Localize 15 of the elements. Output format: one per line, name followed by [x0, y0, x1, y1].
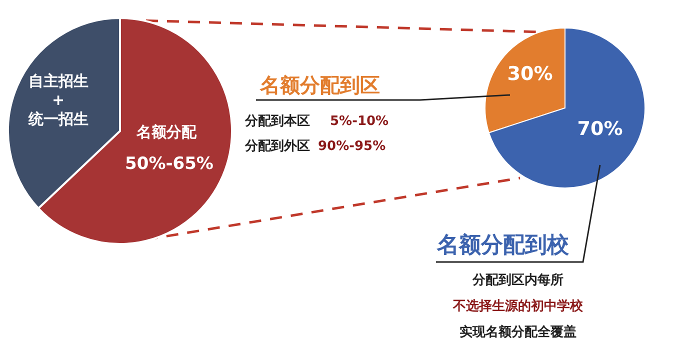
slice-label: 名额分配 — [135, 123, 198, 142]
text: 分配到外区 — [244, 139, 310, 154]
slice-label: 名额分配到区 — [259, 73, 380, 97]
slice-label: 自主招生+统一招生 — [27, 72, 88, 128]
text: 50%-65% — [125, 154, 214, 174]
pie-slice — [488, 28, 646, 188]
text: 分配到区内每所 — [472, 272, 564, 288]
slice-label: 名额分配到校 — [436, 232, 570, 258]
text: 实现名额分配全覆盖 — [460, 324, 576, 340]
text: 分配到本区 — [244, 114, 310, 129]
text: 5%-10% — [330, 114, 389, 129]
text: 不选择生源的初中学校 — [452, 298, 584, 314]
data-label: 30% — [507, 63, 553, 85]
data-label: 70% — [577, 118, 623, 140]
text: 90%-95% — [318, 139, 386, 154]
